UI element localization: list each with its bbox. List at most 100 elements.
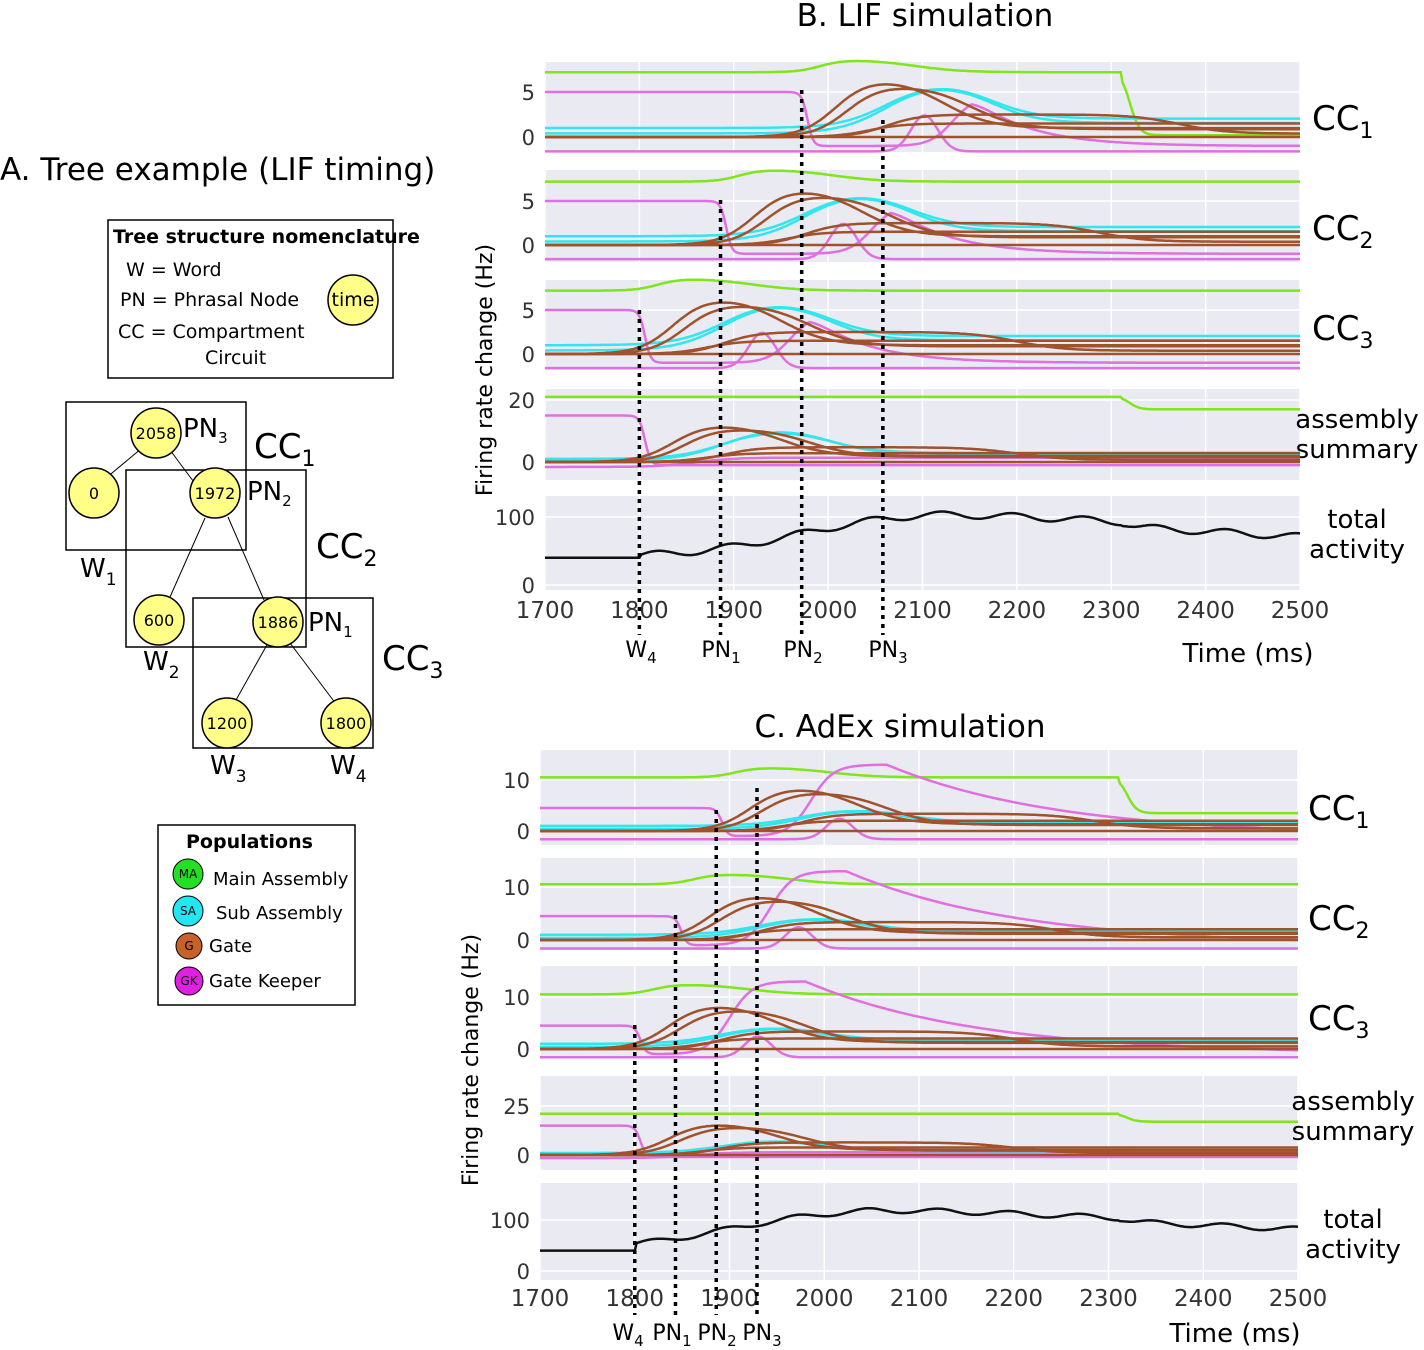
tree-node-value: 0	[89, 484, 99, 503]
main-assembly-swatch	[172, 858, 204, 890]
series-line	[540, 926, 1298, 950]
cc1-box	[65, 401, 247, 551]
y-tick-label: 100	[490, 1209, 530, 1233]
populations-title: Populations	[186, 831, 313, 853]
tree-node-label: PN3	[183, 414, 228, 447]
subplot: 10 0 CC3	[503, 966, 1369, 1062]
tree-node-value: 1800	[326, 714, 367, 733]
tree-node-value: 1886	[258, 613, 299, 632]
series-line	[540, 1126, 1298, 1157]
y-tick-label: 5	[522, 190, 535, 214]
subplot: 10 0 CC1	[503, 750, 1369, 845]
y-tick-label: 0	[517, 1260, 530, 1284]
subplot-label: summary	[1292, 1117, 1415, 1147]
time-marker-label: PN1	[652, 1321, 691, 1350]
series-line	[545, 169, 1300, 183]
series-line	[540, 817, 1298, 841]
subplot: 10 0 CC2	[503, 858, 1369, 953]
tree-node-label: PN2	[247, 477, 292, 510]
y-axis-label: Firing rate change (Hz)	[459, 934, 484, 1186]
y-tick-label: 0	[522, 343, 535, 367]
panel-a: A. Tree example (LIF timing) Tree struct…	[0, 152, 443, 1006]
x-tick-label: 2400	[1174, 1286, 1233, 1312]
x-tick-label: 2100	[893, 598, 952, 624]
tree-node-pn2: 1972 PN2	[189, 467, 292, 519]
legend-name: Gate	[209, 936, 252, 957]
series-line	[545, 59, 1300, 137]
x-tick-label: 1700	[516, 598, 575, 624]
series-line	[545, 339, 1300, 356]
subplot-label: CC3	[1308, 999, 1369, 1044]
series-line	[540, 1112, 1298, 1123]
populations-legend	[157, 824, 356, 1006]
x-tick-label: 2000	[799, 598, 858, 624]
subplot: 5 0 CC1	[522, 59, 1373, 153]
legend-abbr: SA	[180, 904, 197, 918]
y-axis-label: Firing rate change (Hz)	[473, 244, 498, 496]
series-line	[545, 510, 1301, 560]
subplot-label: activity	[1309, 535, 1405, 565]
x-tick-label: 1900	[700, 1286, 759, 1312]
gate-keeper-swatch	[174, 966, 204, 996]
y-tick-label: 0	[522, 451, 535, 475]
series-line	[545, 308, 1300, 365]
nomenclature-title: Tree structure nomenclature	[113, 226, 420, 248]
series-line	[540, 1027, 1298, 1046]
subplot-label: CC1	[1308, 789, 1369, 834]
time-legend-label: time	[332, 289, 375, 311]
subplot-label: CC2	[1312, 209, 1373, 254]
subplot-label: summary	[1296, 435, 1419, 465]
tree-node-label: W2	[143, 647, 180, 683]
x-tick-label: 2500	[1269, 1286, 1328, 1312]
subplot-label: assembly	[1295, 405, 1418, 435]
tree-node-w3: 1200 W3	[201, 697, 253, 787]
subplot-label: activity	[1305, 1235, 1401, 1265]
series-line	[545, 305, 1300, 347]
tree-edge	[227, 516, 265, 601]
y-tick-label: 0	[522, 574, 535, 598]
nomenclature-line-1: W = Word	[126, 259, 222, 281]
time-marker-label: W4	[625, 638, 656, 667]
y-tick-label: 0	[517, 1144, 530, 1168]
y-tick-label: 5	[522, 81, 535, 105]
tree-node-w2: 600 W2	[133, 594, 185, 683]
tree-node-label: PN1	[308, 608, 353, 641]
tree-node-value: 2058	[136, 424, 177, 443]
chart-title: C. AdEx simulation	[754, 709, 1045, 745]
time-marker-label: PN3	[868, 638, 907, 667]
tree-node-circle	[201, 697, 253, 749]
series-line	[540, 873, 1298, 886]
subplot-label: CC3	[1312, 309, 1373, 354]
y-tick-label: 0	[522, 126, 535, 150]
tree-node-label: W3	[210, 751, 247, 787]
y-tick-label: 0	[517, 1038, 530, 1062]
tree-cc3-label: CC3	[382, 639, 443, 684]
series-line	[540, 983, 1298, 996]
tree-node-pn1: 1886 PN1	[252, 596, 353, 648]
legend-gate: G Gate	[175, 932, 252, 960]
tree-node-w4: 1800 W4	[320, 697, 372, 787]
tree-node-label: W4	[330, 751, 367, 787]
tree-node-circle	[133, 594, 185, 646]
series-line	[545, 199, 1300, 256]
subplot: 5 0 CC3	[522, 278, 1373, 370]
legend-main-assembly: MA Main Assembly	[172, 858, 349, 890]
x-tick-label: 1700	[511, 1286, 570, 1312]
nomenclature-line-3: CC = Compartment	[118, 321, 305, 343]
subplot-label: total	[1327, 505, 1386, 535]
tree-cc2-label: CC2	[316, 527, 377, 572]
lif-simulation-chart: B. LIF simulation 5 0 CC1 5 0 CC2 5 0 CC3 20 0 assem…	[473, 0, 1419, 669]
legend-abbr: GK	[180, 974, 198, 988]
tree-node-circle	[320, 697, 372, 749]
time-marker-label: PN2	[697, 1321, 736, 1350]
subplot: 5 0 CC2	[522, 169, 1373, 262]
tree-edge	[169, 517, 206, 598]
time-marker-label: PN3	[742, 1321, 781, 1350]
subplot-label: assembly	[1291, 1087, 1414, 1117]
time-marker-label: PN1	[701, 638, 740, 667]
nomenclature-box	[107, 219, 394, 379]
subplot-label: CC2	[1308, 899, 1369, 944]
subplot-label: CC1	[1312, 99, 1373, 144]
tree-node-circle	[252, 596, 304, 648]
